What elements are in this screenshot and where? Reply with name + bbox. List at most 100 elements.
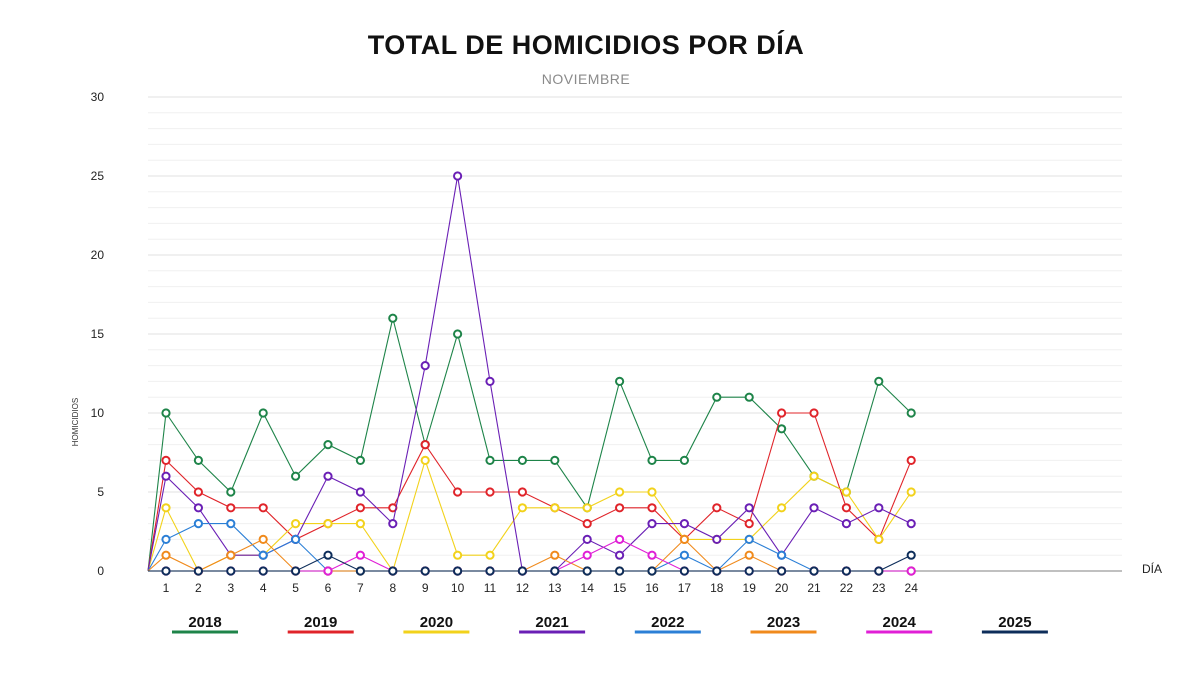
data-point (874, 376, 884, 386)
data-point (744, 392, 754, 402)
data-point (615, 376, 625, 386)
data-point (420, 440, 430, 450)
data-point (550, 503, 560, 513)
y-tick-label: 30 (91, 90, 105, 104)
data-point (809, 566, 819, 576)
data-point (582, 534, 592, 545)
data-point (485, 455, 495, 465)
data-point (777, 408, 787, 418)
data-point (355, 550, 365, 560)
y-tick-label: 25 (91, 169, 105, 183)
data-point (712, 534, 722, 545)
data-point (647, 550, 657, 560)
x-tick-label: 18 (710, 581, 724, 595)
data-point (420, 455, 430, 465)
x-tick-label: 5 (292, 581, 299, 595)
y-tick-label: 20 (91, 248, 105, 262)
data-point (582, 550, 592, 560)
x-axis-label: DÍA (1142, 561, 1162, 576)
data-point (906, 566, 916, 576)
data-point (355, 455, 365, 465)
legend-label: 2019 (304, 614, 337, 631)
series-2018 (147, 313, 916, 572)
x-tick-label: 16 (645, 581, 659, 595)
x-tick-label: 6 (325, 581, 332, 595)
grid (148, 96, 1122, 556)
legend-item-2023: 2023 (750, 614, 817, 634)
data-point (453, 329, 463, 339)
series-lines (147, 171, 916, 576)
data-point (161, 408, 171, 418)
data-point (615, 534, 625, 545)
data-point (420, 361, 430, 371)
data-point (323, 550, 333, 560)
data-point (161, 471, 171, 481)
x-tick-label: 21 (807, 581, 821, 595)
data-point (647, 487, 657, 497)
y-axis-label: HOMICIDIOS (71, 398, 80, 446)
data-point (744, 550, 754, 560)
legend-label: 2018 (188, 614, 221, 631)
data-point (679, 455, 690, 465)
x-tick-label: 14 (581, 581, 595, 595)
data-point (291, 566, 301, 576)
data-point (517, 455, 528, 465)
data-point (874, 534, 884, 545)
data-point (809, 471, 819, 481)
data-point (453, 487, 463, 497)
data-point (615, 503, 625, 513)
data-point (712, 503, 722, 513)
data-point (615, 487, 625, 497)
data-point (712, 566, 722, 576)
legend-label: 2022 (651, 614, 684, 631)
data-point (647, 455, 657, 465)
data-point (517, 503, 528, 513)
x-tick-label: 23 (872, 581, 886, 595)
data-point (355, 503, 365, 513)
x-tick-label: 19 (743, 581, 757, 595)
data-point (679, 566, 690, 576)
data-point (615, 550, 625, 560)
x-tick-label: 17 (678, 581, 692, 595)
x-tick-label: 24 (905, 581, 919, 595)
data-point (161, 566, 171, 576)
data-point (258, 566, 268, 576)
data-point (906, 519, 916, 529)
legend-item-2024: 2024 (866, 614, 933, 634)
data-point (258, 550, 268, 560)
series-2021 (147, 171, 916, 576)
data-point (291, 471, 301, 481)
chart-subtitle: NOVIEMBRE (541, 71, 631, 87)
data-point (777, 550, 787, 560)
data-point (161, 503, 171, 513)
series-2025 (148, 550, 916, 576)
data-point (615, 566, 625, 576)
y-tick-label: 10 (91, 406, 105, 420)
data-point (193, 487, 203, 497)
data-point (550, 455, 560, 465)
x-tick-label: 11 (484, 581, 497, 595)
x-tick-label: 10 (451, 581, 465, 595)
y-tick-label: 15 (91, 327, 105, 341)
data-point (226, 566, 236, 576)
data-point (226, 503, 236, 513)
data-point (906, 487, 916, 497)
data-point (323, 471, 333, 481)
x-tick-label: 20 (775, 581, 789, 595)
data-point (744, 519, 754, 529)
x-tick-label: 7 (357, 581, 364, 595)
x-tick-label: 22 (840, 581, 854, 595)
legend-label: 2023 (767, 614, 800, 631)
data-point (485, 376, 495, 386)
data-point (226, 550, 236, 560)
data-point (809, 408, 819, 418)
legend: 2018 2019 2020 2021 2022 2023 2024 2025 (172, 614, 1048, 634)
data-point (647, 519, 657, 529)
data-point (388, 313, 398, 323)
legend-item-2021: 2021 (519, 614, 586, 634)
data-point (647, 503, 657, 513)
data-point (841, 503, 852, 513)
x-axis-ticks: 1 2 3 4 5 6 7 8 9 10 11 12 13 14 15 16 17 18 19 20 21 22 23 24 (163, 581, 919, 595)
data-point (874, 503, 884, 513)
